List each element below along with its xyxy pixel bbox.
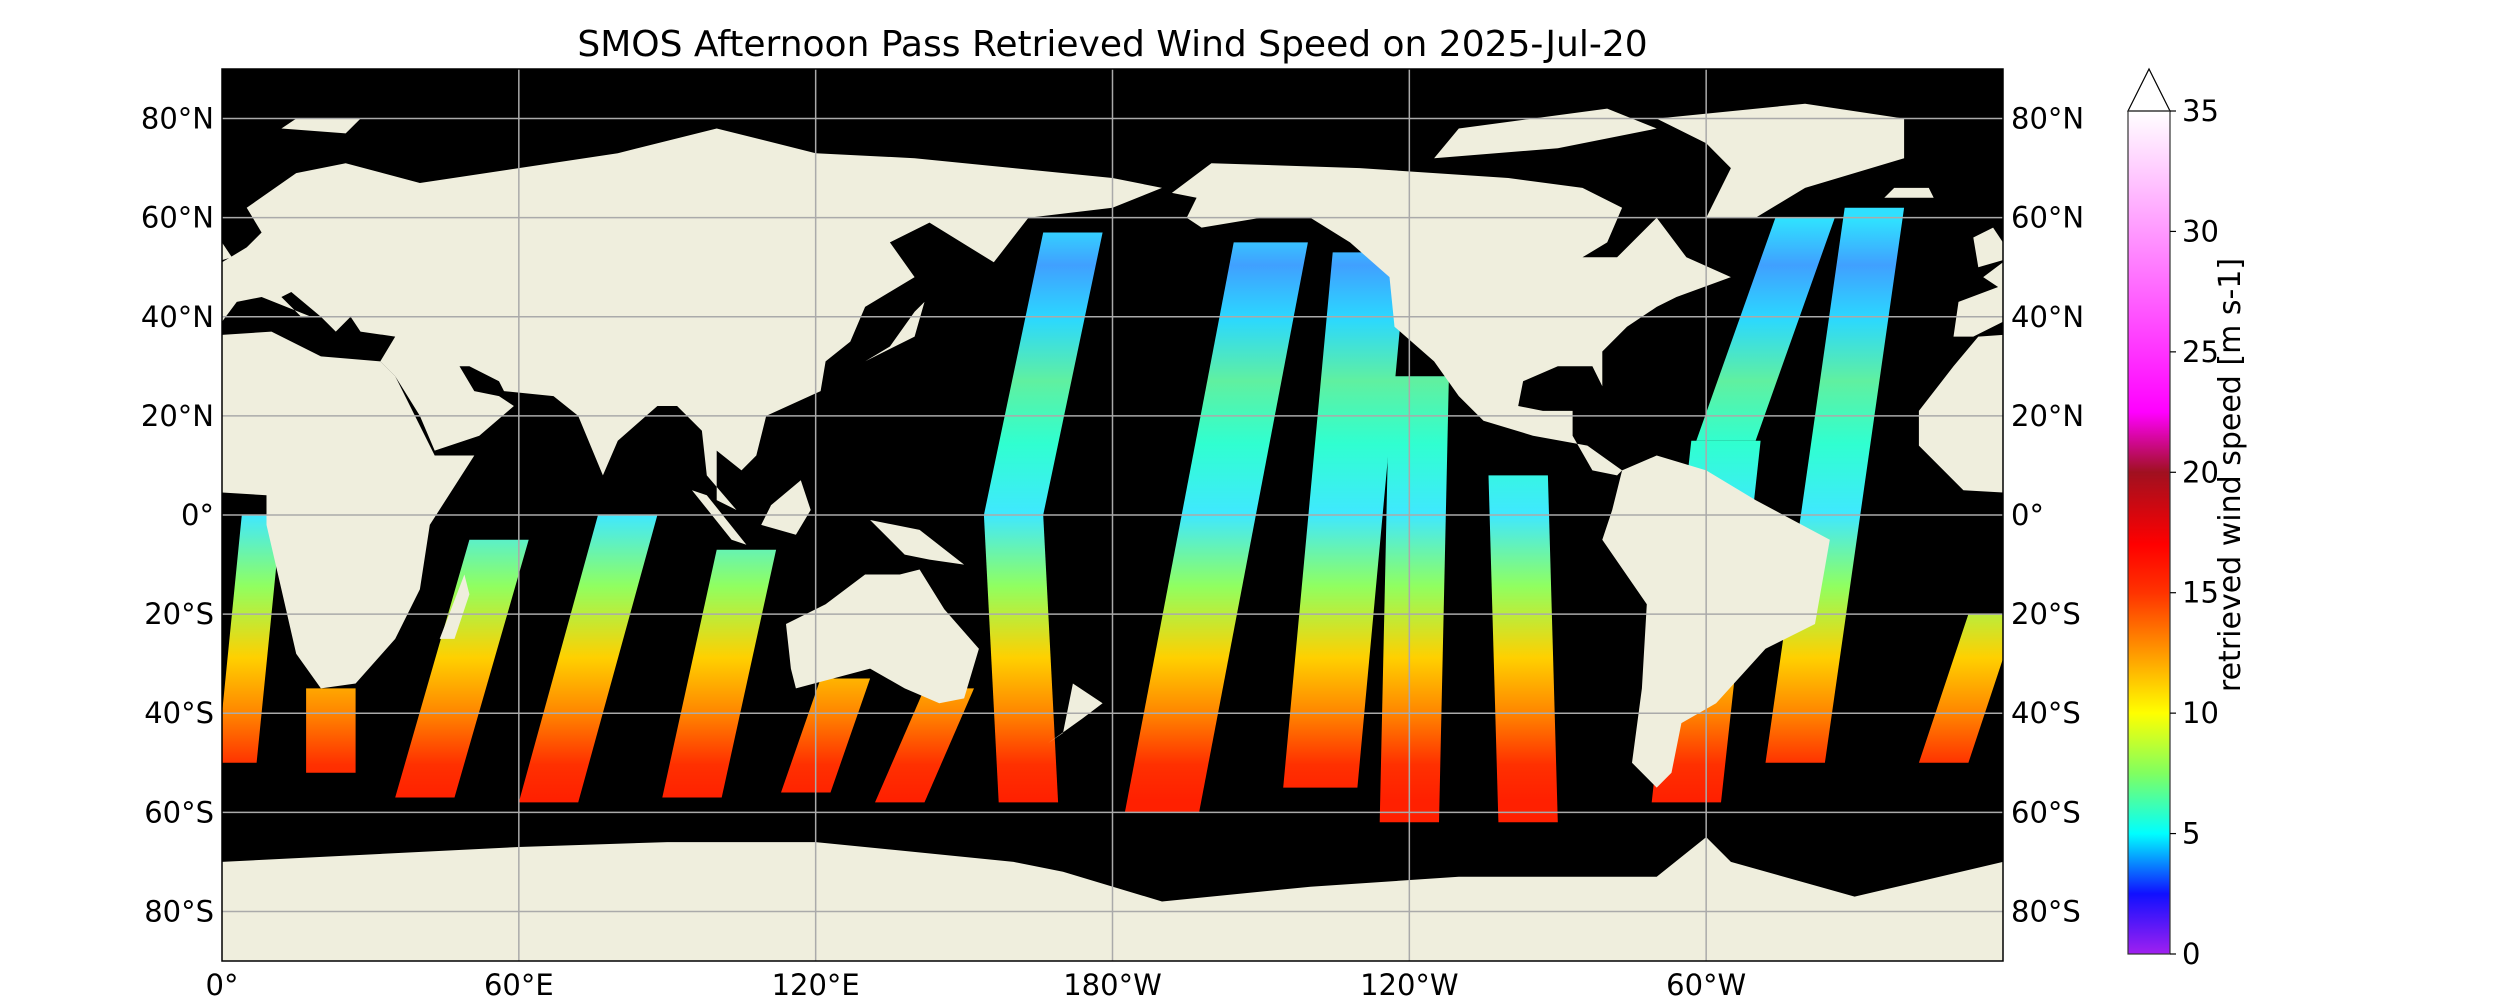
- y-tick-label-left: 60°N: [141, 201, 214, 235]
- y-tick-label-right: 40°N: [2011, 300, 2084, 334]
- y-tick-label-left: 20°N: [141, 399, 214, 433]
- y-tick-label-right: 40°S: [2011, 696, 2081, 730]
- land-japan: [865, 301, 925, 362]
- swath: [395, 539, 529, 798]
- chart-title: SMOS Afternoon Pass Retrieved Wind Speed…: [577, 24, 1648, 65]
- y-tick-label-left: 0°: [181, 498, 214, 532]
- land-eurasia: [1953, 262, 2003, 337]
- land-borneo: [761, 480, 811, 535]
- land-sumatra: [692, 490, 747, 545]
- swath: [1124, 242, 1308, 813]
- colorbar-tick-label: 10: [2182, 696, 2219, 730]
- land-africa: [1918, 334, 2003, 493]
- land-newguinea: [870, 520, 965, 565]
- x-tick-label: 0°: [206, 968, 239, 1000]
- gridlines: [222, 69, 2003, 961]
- x-tick-label: 180°W: [1063, 968, 1162, 1000]
- swath: [875, 688, 974, 803]
- colorbar-tick-label: 0: [2182, 937, 2200, 971]
- swath: [518, 515, 658, 803]
- x-tick-label: 60°E: [484, 968, 554, 1000]
- swath: [983, 232, 1103, 515]
- land-britain: [222, 242, 232, 261]
- land-northamerica: [1171, 163, 1731, 476]
- y-tick-label-right: 60°S: [2011, 795, 2081, 829]
- colorbar-tick-label: 5: [2182, 817, 2200, 851]
- swath: [1488, 475, 1558, 823]
- swath: [1918, 614, 2003, 763]
- colorbar: 0 5 10 15 20 25 30 35: [2127, 67, 2219, 971]
- y-tick-label-left: 40°N: [141, 300, 214, 334]
- land-madagascar: [439, 574, 470, 639]
- y-tick-label-right: 80°N: [2011, 102, 2084, 136]
- land-britain: [1973, 227, 2003, 268]
- swath: [1379, 376, 1449, 823]
- y-tick-label-left: 20°S: [144, 597, 214, 631]
- land-iceland: [1884, 187, 1934, 198]
- y-axis-ticks: 80°N 80°N 60°N 60°N 40°N 40°N 20°N 20°N 0° 0° 20°S…: [141, 102, 2084, 929]
- y-tick-label-right: 60°N: [2011, 201, 2084, 235]
- swath: [662, 549, 777, 798]
- y-tick-label-left: 40°S: [144, 696, 214, 730]
- swath: [1696, 217, 1835, 441]
- land-svalbard: [281, 118, 361, 134]
- swath: [222, 515, 282, 763]
- colorbar-tick-label: 20: [2182, 455, 2219, 489]
- y-tick-label-right: 80°S: [2011, 894, 2081, 928]
- colorbar-gradient: [2128, 111, 2170, 954]
- colorbar-tick-label: 35: [2182, 94, 2219, 128]
- colorbar-frame: [2127, 110, 2171, 955]
- land-sumatra: [2473, 490, 2500, 545]
- swath: [983, 515, 1059, 803]
- x-tick-label: 120°W: [1360, 968, 1459, 1000]
- x-tick-label: 120°E: [772, 968, 860, 1000]
- x-tick-label: 60°W: [1666, 968, 1746, 1000]
- land-iceland: [103, 188, 152, 198]
- y-tick-label-right: 20°N: [2011, 399, 2084, 433]
- colorbar-extend-max-arrow: [2127, 67, 2171, 112]
- swath: [306, 688, 356, 773]
- land-africa: [222, 331, 475, 689]
- y-tick-label-right: 20°S: [2011, 597, 2081, 631]
- y-tick-label-left: 80°S: [144, 894, 214, 928]
- swath: [1283, 252, 1407, 788]
- y-tick-label-left: 80°N: [141, 102, 214, 136]
- land-greenland: [1656, 103, 1905, 218]
- land-eurasia: [222, 128, 1162, 510]
- x-axis-ticks: 0° 60°E 120°E 180°W 120°W 60°W: [206, 968, 1747, 1000]
- colorbar-label: retrieved wind speed [m s-1]: [2213, 258, 2248, 692]
- swath: [781, 678, 871, 793]
- land-arctic: [1434, 108, 1657, 159]
- y-tick-label-right: 0°: [2011, 498, 2044, 532]
- colorbar-tick-label: 30: [2182, 214, 2219, 248]
- land-australia: [786, 569, 979, 704]
- map-frame: [221, 68, 2004, 962]
- y-tick-label-left: 60°S: [144, 795, 214, 829]
- land-southamerica: [1602, 455, 1830, 788]
- colorbar-tick-label: 15: [2182, 576, 2219, 610]
- colorbar-tick-label: 25: [2182, 335, 2219, 369]
